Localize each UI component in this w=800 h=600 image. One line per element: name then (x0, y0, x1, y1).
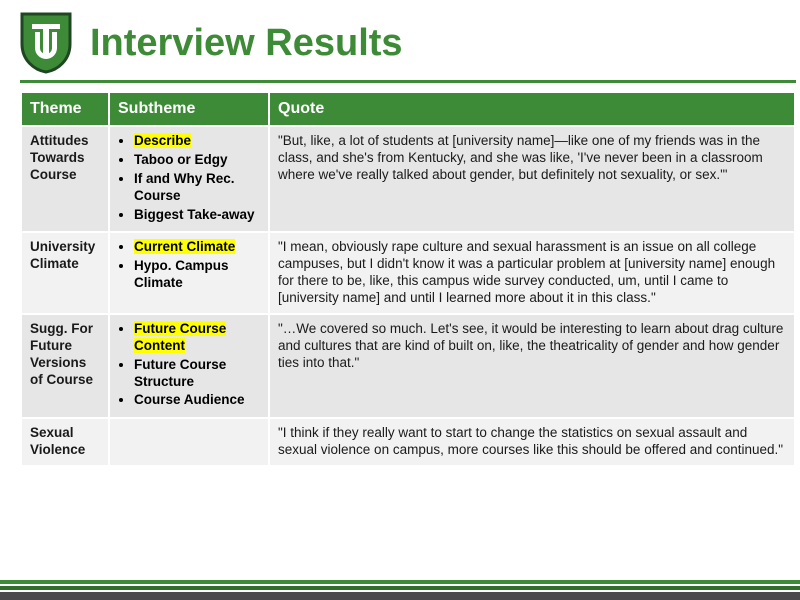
subtheme-cell: Describe Taboo or Edgy If and Why Rec. Cou… (109, 126, 269, 232)
theme-cell: Sugg. For Future Versions of Course (21, 314, 109, 418)
table-row: Attitudes Towards Course Describe Taboo or… (21, 126, 795, 232)
quote-cell: "But, like, a lot of students at [univer… (269, 126, 795, 232)
subtheme-item: Future Course Structure (134, 357, 260, 391)
subtheme-item: Describe (134, 133, 260, 150)
slide: Interview Results Theme Subtheme Quote A… (0, 0, 800, 600)
table-body: Attitudes Towards Course Describe Taboo or… (21, 126, 795, 466)
table-header-row: Theme Subtheme Quote (21, 92, 795, 126)
subtheme-cell: Current Climate Hypo. Campus Climate (109, 232, 269, 314)
subtheme-item: Hypo. Campus Climate (134, 258, 260, 292)
slide-header: Interview Results (0, 0, 800, 80)
footer-green-band (0, 580, 800, 590)
subtheme-item: Current Climate (134, 239, 260, 256)
page-title: Interview Results (90, 22, 403, 65)
quote-cell: "I think if they really want to start to… (269, 418, 795, 466)
table-row: Sexual Violence "I think if they really w… (21, 418, 795, 466)
col-theme: Theme (21, 92, 109, 126)
theme-cell: Sexual Violence (21, 418, 109, 466)
subtheme-item: Future Course Content (134, 321, 260, 355)
table-row: Sugg. For Future Versions of CourseFutur… (21, 314, 795, 418)
results-table: Theme Subtheme Quote Attitudes Towards C… (20, 91, 796, 467)
theme-cell: Attitudes Towards Course (21, 126, 109, 232)
subtheme-item: If and Why Rec. Course (134, 171, 260, 205)
col-quote: Quote (269, 92, 795, 126)
theme-cell: University Climate (21, 232, 109, 314)
footer-gray-bar (0, 592, 800, 600)
subtheme-cell: Future Course ContentFuture Course Struc… (109, 314, 269, 418)
subtheme-item: Biggest Take-away (134, 207, 260, 224)
title-underline (20, 80, 796, 83)
col-subtheme: Subtheme (109, 92, 269, 126)
quote-cell: "…We covered so much. Let's see, it woul… (269, 314, 795, 418)
subtheme-item: Taboo or Edgy (134, 152, 260, 169)
tulane-shield-icon (20, 12, 72, 74)
subtheme-cell (109, 418, 269, 466)
quote-cell: "I mean, obviously rape culture and sexu… (269, 232, 795, 314)
subtheme-item: Course Audience (134, 392, 260, 409)
table-row: University Climate Current Climate Hypo. C… (21, 232, 795, 314)
